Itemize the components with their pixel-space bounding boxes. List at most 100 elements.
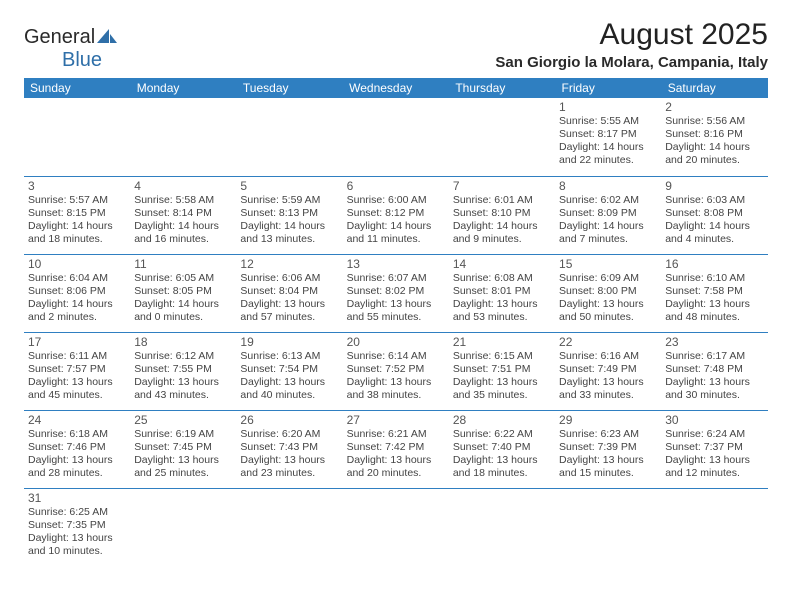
- sunrise-line: Sunrise: 6:16 AM: [559, 350, 657, 363]
- calendar-table: SundayMondayTuesdayWednesdayThursdayFrid…: [24, 78, 768, 566]
- sunrise-line: Sunrise: 5:58 AM: [134, 194, 232, 207]
- calendar-cell: 31Sunrise: 6:25 AMSunset: 7:35 PMDayligh…: [24, 488, 130, 566]
- calendar-cell: 5Sunrise: 5:59 AMSunset: 8:13 PMDaylight…: [236, 176, 342, 254]
- calendar-cell: 19Sunrise: 6:13 AMSunset: 7:54 PMDayligh…: [236, 332, 342, 410]
- sunrise-line: Sunrise: 6:11 AM: [28, 350, 126, 363]
- day-number: 26: [240, 413, 338, 427]
- day-number: 6: [347, 179, 445, 193]
- day-header: Sunday: [24, 78, 130, 98]
- daylight-line: and 9 minutes.: [453, 233, 551, 246]
- calendar-cell: 30Sunrise: 6:24 AMSunset: 7:37 PMDayligh…: [661, 410, 767, 488]
- day-number: 17: [28, 335, 126, 349]
- daylight-line: and 57 minutes.: [240, 311, 338, 324]
- daylight-line: Daylight: 14 hours: [665, 141, 763, 154]
- calendar-cell: 4Sunrise: 5:58 AMSunset: 8:14 PMDaylight…: [130, 176, 236, 254]
- daylight-line: Daylight: 14 hours: [559, 220, 657, 233]
- daylight-line: and 50 minutes.: [559, 311, 657, 324]
- daylight-line: Daylight: 13 hours: [240, 376, 338, 389]
- daylight-line: and 38 minutes.: [347, 389, 445, 402]
- day-number: 2: [665, 100, 763, 114]
- sunrise-line: Sunrise: 6:01 AM: [453, 194, 551, 207]
- calendar-cell-empty: [343, 488, 449, 566]
- sunset-line: Sunset: 7:52 PM: [347, 363, 445, 376]
- sunset-line: Sunset: 8:04 PM: [240, 285, 338, 298]
- day-number: 27: [347, 413, 445, 427]
- sunset-line: Sunset: 8:15 PM: [28, 207, 126, 220]
- calendar-row: 10Sunrise: 6:04 AMSunset: 8:06 PMDayligh…: [24, 254, 768, 332]
- calendar-cell: 29Sunrise: 6:23 AMSunset: 7:39 PMDayligh…: [555, 410, 661, 488]
- daylight-line: Daylight: 13 hours: [453, 454, 551, 467]
- daylight-line: and 30 minutes.: [665, 389, 763, 402]
- day-number: 10: [28, 257, 126, 271]
- day-header: Wednesday: [343, 78, 449, 98]
- day-header: Tuesday: [236, 78, 342, 98]
- day-header: Thursday: [449, 78, 555, 98]
- daylight-line: and 7 minutes.: [559, 233, 657, 246]
- header: GeneralBlue August 2025 San Giorgio la M…: [24, 18, 768, 72]
- sunrise-line: Sunrise: 6:05 AM: [134, 272, 232, 285]
- daylight-line: and 18 minutes.: [453, 467, 551, 480]
- sunrise-line: Sunrise: 6:14 AM: [347, 350, 445, 363]
- day-number: 9: [665, 179, 763, 193]
- daylight-line: Daylight: 14 hours: [240, 220, 338, 233]
- sunrise-line: Sunrise: 6:04 AM: [28, 272, 126, 285]
- calendar-body: 1Sunrise: 5:55 AMSunset: 8:17 PMDaylight…: [24, 98, 768, 566]
- day-number: 30: [665, 413, 763, 427]
- logo-text-1: General: [24, 26, 95, 48]
- daylight-line: and 10 minutes.: [28, 545, 126, 558]
- day-number: 3: [28, 179, 126, 193]
- sunrise-line: Sunrise: 6:13 AM: [240, 350, 338, 363]
- sunrise-line: Sunrise: 6:23 AM: [559, 428, 657, 441]
- sunset-line: Sunset: 7:43 PM: [240, 441, 338, 454]
- sunset-line: Sunset: 7:55 PM: [134, 363, 232, 376]
- sunrise-line: Sunrise: 6:18 AM: [28, 428, 126, 441]
- day-header: Saturday: [661, 78, 767, 98]
- sunset-line: Sunset: 8:17 PM: [559, 128, 657, 141]
- daylight-line: Daylight: 14 hours: [28, 220, 126, 233]
- sunset-line: Sunset: 8:00 PM: [559, 285, 657, 298]
- calendar-cell: 2Sunrise: 5:56 AMSunset: 8:16 PMDaylight…: [661, 98, 767, 176]
- calendar-cell: 1Sunrise: 5:55 AMSunset: 8:17 PMDaylight…: [555, 98, 661, 176]
- title-block: August 2025 San Giorgio la Molara, Campa…: [495, 18, 768, 71]
- daylight-line: and 45 minutes.: [28, 389, 126, 402]
- sunset-line: Sunset: 8:05 PM: [134, 285, 232, 298]
- sunset-line: Sunset: 8:06 PM: [28, 285, 126, 298]
- day-number: 23: [665, 335, 763, 349]
- day-header: Monday: [130, 78, 236, 98]
- day-number: 4: [134, 179, 232, 193]
- calendar-cell: 28Sunrise: 6:22 AMSunset: 7:40 PMDayligh…: [449, 410, 555, 488]
- day-number: 24: [28, 413, 126, 427]
- sunset-line: Sunset: 8:01 PM: [453, 285, 551, 298]
- sunset-line: Sunset: 7:46 PM: [28, 441, 126, 454]
- calendar-cell: 25Sunrise: 6:19 AMSunset: 7:45 PMDayligh…: [130, 410, 236, 488]
- sunrise-line: Sunrise: 6:15 AM: [453, 350, 551, 363]
- calendar-cell-empty: [449, 488, 555, 566]
- calendar-cell-empty: [236, 98, 342, 176]
- daylight-line: Daylight: 14 hours: [134, 298, 232, 311]
- sunset-line: Sunset: 7:49 PM: [559, 363, 657, 376]
- daylight-line: and 22 minutes.: [559, 154, 657, 167]
- daylight-line: Daylight: 13 hours: [665, 298, 763, 311]
- daylight-line: Daylight: 13 hours: [28, 454, 126, 467]
- day-header: Friday: [555, 78, 661, 98]
- day-number: 14: [453, 257, 551, 271]
- calendar-cell: 7Sunrise: 6:01 AMSunset: 8:10 PMDaylight…: [449, 176, 555, 254]
- day-number: 19: [240, 335, 338, 349]
- day-number: 15: [559, 257, 657, 271]
- sunrise-line: Sunrise: 6:24 AM: [665, 428, 763, 441]
- daylight-line: Daylight: 14 hours: [28, 298, 126, 311]
- calendar-cell: 11Sunrise: 6:05 AMSunset: 8:05 PMDayligh…: [130, 254, 236, 332]
- daylight-line: Daylight: 13 hours: [240, 298, 338, 311]
- day-number: 16: [665, 257, 763, 271]
- sunset-line: Sunset: 8:13 PM: [240, 207, 338, 220]
- sunset-line: Sunset: 8:10 PM: [453, 207, 551, 220]
- daylight-line: and 13 minutes.: [240, 233, 338, 246]
- daylight-line: and 55 minutes.: [347, 311, 445, 324]
- calendar-cell: 27Sunrise: 6:21 AMSunset: 7:42 PMDayligh…: [343, 410, 449, 488]
- sunrise-line: Sunrise: 6:20 AM: [240, 428, 338, 441]
- calendar-cell: 17Sunrise: 6:11 AMSunset: 7:57 PMDayligh…: [24, 332, 130, 410]
- daylight-line: Daylight: 13 hours: [240, 454, 338, 467]
- day-number: 29: [559, 413, 657, 427]
- sunset-line: Sunset: 7:35 PM: [28, 519, 126, 532]
- sunset-line: Sunset: 7:45 PM: [134, 441, 232, 454]
